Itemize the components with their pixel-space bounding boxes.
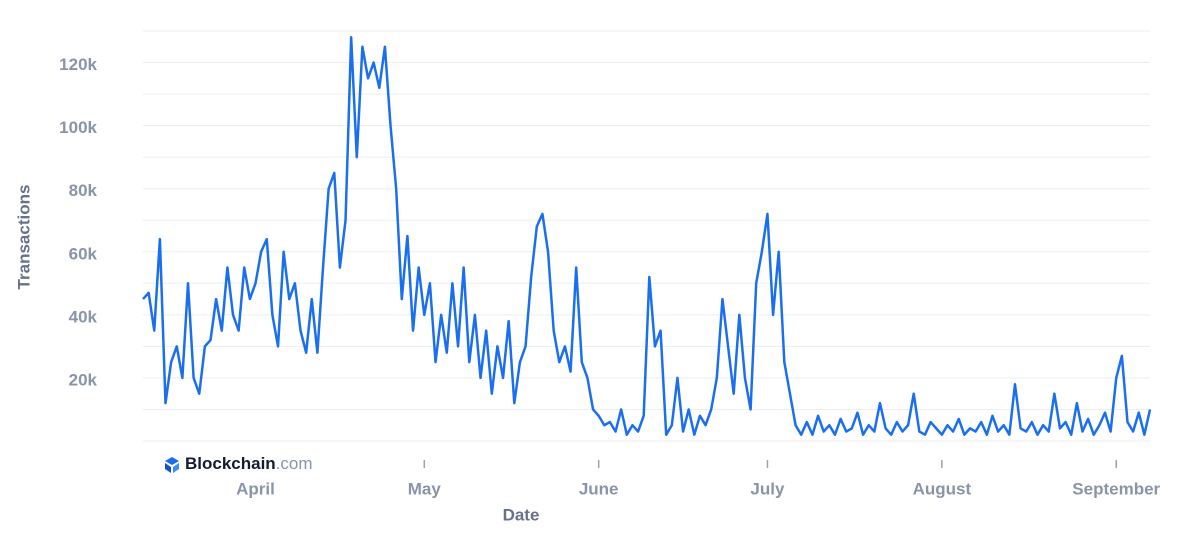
y-tick-label: 80k [69, 181, 98, 200]
x-tick-label: April [236, 479, 275, 498]
x-tick-label: June [579, 479, 619, 498]
x-tick-label: August [913, 479, 972, 498]
y-tick-label: 120k [59, 55, 97, 74]
y-tick-label: 20k [69, 370, 98, 389]
logo-icon [165, 457, 179, 465]
logo-suffix: .com [276, 454, 313, 473]
y-tick-label: 40k [69, 307, 98, 326]
y-tick-label: 100k [59, 118, 97, 137]
logo-icon [165, 463, 171, 473]
y-tick-label: 60k [69, 244, 98, 263]
x-tick-label: September [1072, 479, 1160, 498]
y-axis-title: Transactions [14, 185, 33, 290]
logo-text: Blockchain.com [185, 454, 313, 473]
x-tick-label: July [750, 479, 785, 498]
logo: Blockchain.com [160, 453, 322, 477]
logo-brand: Blockchain [185, 454, 276, 473]
x-axis-title: Date [503, 505, 540, 524]
data-line [142, 36, 1152, 436]
logo-icon [173, 463, 179, 473]
x-tick-label: May [408, 479, 442, 498]
logo-bg [160, 453, 322, 477]
